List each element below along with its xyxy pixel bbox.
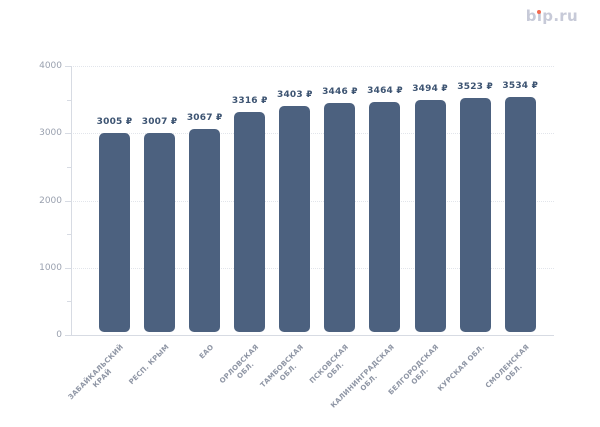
y-axis-line <box>71 66 72 336</box>
y-major-tick <box>65 200 71 202</box>
y-major-tick <box>65 267 71 269</box>
bar[interactable] <box>369 102 401 332</box>
x-axis-label: КУРСКАЯ ОБЛ. <box>435 343 486 393</box>
bar-value-label: 3007 ₽ <box>141 116 178 127</box>
bar[interactable] <box>279 106 311 332</box>
bip-logo-dot <box>536 10 541 14</box>
y-tick-label: 3000 <box>39 128 62 139</box>
bar-value-label: 3005 ₽ <box>96 116 133 127</box>
bar-value-label: 3523 ₽ <box>457 82 493 93</box>
y-major-tick <box>65 66 71 67</box>
x-axis-line <box>71 335 554 336</box>
y-minor-tick <box>67 234 71 236</box>
bar[interactable] <box>144 132 176 332</box>
bar-value-label: 3316 ₽ <box>231 95 268 106</box>
y-tick-label: 0 <box>56 330 62 340</box>
bip-logo[interactable]: bıp.ru <box>526 9 578 24</box>
bar-value-label: 3534 ₽ <box>502 81 539 92</box>
y-tick-label: 1000 <box>39 262 62 273</box>
bar-value-label: 3403 ₽ <box>276 90 313 101</box>
bar[interactable] <box>234 111 266 332</box>
gridline <box>71 267 554 269</box>
bar[interactable] <box>99 132 130 332</box>
bar[interactable] <box>504 97 536 332</box>
y-minor-tick <box>67 99 71 101</box>
x-axis-label: ЕАО <box>197 343 216 361</box>
y-minor-tick <box>67 301 71 303</box>
y-major-tick <box>65 133 71 135</box>
bar[interactable] <box>414 100 446 332</box>
y-major-tick <box>65 335 71 336</box>
bar[interactable] <box>189 128 221 332</box>
x-axis-label: РЕСП. КРЫМ <box>127 343 171 387</box>
bar[interactable] <box>324 103 356 332</box>
gridline <box>71 133 554 135</box>
x-axis-label: ТАМБОВСКАЯ ОБЛ. <box>259 343 306 390</box>
bar-value-label: 3446 ₽ <box>322 87 358 98</box>
bar-value-label: 3494 ₽ <box>412 84 448 95</box>
y-tick-label: 4000 <box>39 61 62 71</box>
y-minor-tick <box>67 166 71 168</box>
bar-value-label: 3067 ₽ <box>186 112 223 123</box>
gridline <box>71 200 554 202</box>
y-tick-label: 2000 <box>39 195 62 206</box>
bar[interactable] <box>459 98 491 332</box>
bip-logo-text: bıp.ru <box>525 7 578 25</box>
x-axis-label: СМОЛЕНСКАЯ ОБЛ. <box>484 343 531 390</box>
x-axis-label: ЗАБАЙКАЛЬСКИЙ КРАЙ <box>66 343 126 402</box>
gridline <box>71 66 554 67</box>
bar-value-label: 3464 ₽ <box>367 86 403 97</box>
